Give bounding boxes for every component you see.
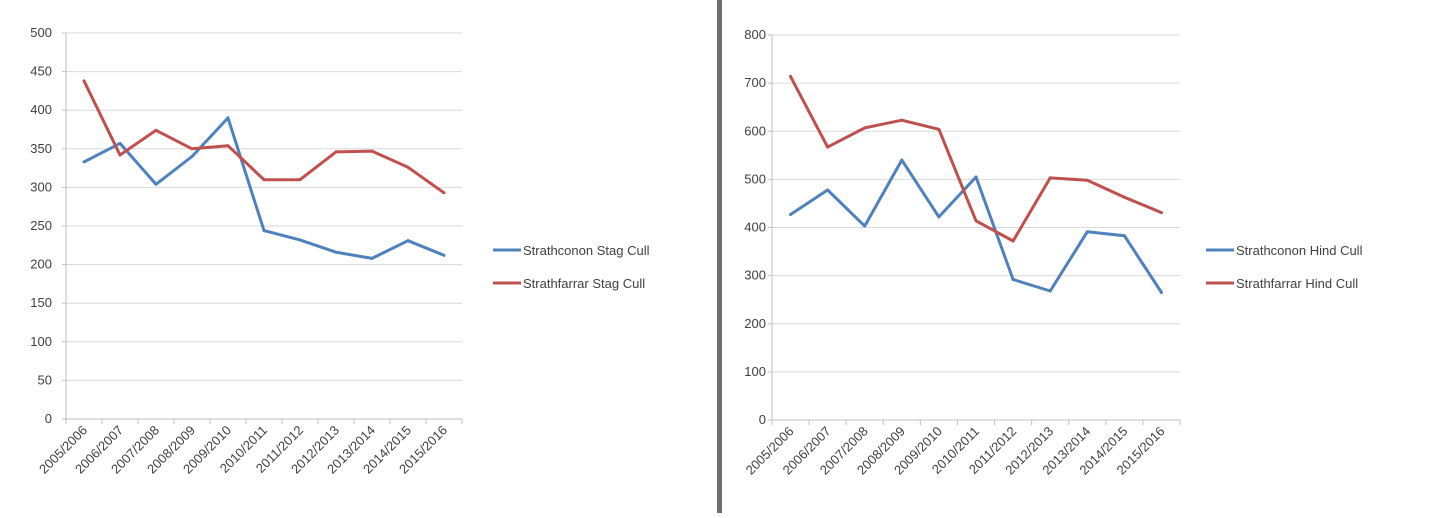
data-point <box>1048 176 1052 180</box>
data-point <box>937 127 941 131</box>
data-point <box>262 229 266 233</box>
data-point <box>334 250 338 254</box>
data-point <box>118 153 122 157</box>
data-point <box>900 118 904 122</box>
data-point <box>863 126 867 130</box>
y-tick-label: 200 <box>30 257 52 272</box>
stag-cull-chart-panel: 0 50 100 150 200 250 300 350 400 450 500 2005/2006 2… <box>0 0 717 513</box>
data-point <box>118 141 122 145</box>
data-point <box>406 165 410 169</box>
data-point <box>82 79 86 83</box>
data-point <box>334 150 338 154</box>
y-tick-label: 200 <box>744 316 766 331</box>
data-point <box>226 116 230 120</box>
data-point <box>1011 277 1015 281</box>
data-point <box>262 178 266 182</box>
y-tick-label: 150 <box>30 295 52 310</box>
data-point <box>826 188 830 192</box>
data-point <box>406 239 410 243</box>
y-tick-label: 100 <box>30 334 52 349</box>
data-point <box>154 182 158 186</box>
data-point <box>1159 211 1163 215</box>
y-tick-label: 100 <box>744 364 766 379</box>
y-tick-label: 800 <box>744 27 766 42</box>
data-point <box>298 178 302 182</box>
stag-cull-chart: 0501001502002503003504004505002005/20062… <box>30 25 650 477</box>
y-tick-label: 500 <box>744 171 766 186</box>
legend-label: Strathconon Stag Cull <box>523 243 650 258</box>
y-tick-label: 400 <box>744 220 766 235</box>
data-point <box>442 253 446 257</box>
y-tick-label: 350 <box>30 141 52 156</box>
series-line-1 <box>789 158 1163 294</box>
y-tick-label: 50 <box>38 372 52 387</box>
series-line-2 <box>82 80 445 195</box>
data-point <box>190 155 194 159</box>
y-tick-label: 250 <box>30 218 52 233</box>
data-point <box>1085 178 1089 182</box>
data-point <box>1159 290 1163 294</box>
data-point <box>900 158 904 162</box>
y-tick-label: 700 <box>744 75 766 90</box>
y-tick-label: 450 <box>30 64 52 79</box>
data-point <box>442 191 446 195</box>
y-tick-label: 500 <box>30 25 52 40</box>
legend-label: Strathfarrar Stag Cull <box>523 276 645 291</box>
data-point <box>226 144 230 148</box>
data-point <box>1048 289 1052 293</box>
data-point <box>1122 234 1126 238</box>
data-point <box>82 160 86 164</box>
series-line-1 <box>83 116 445 260</box>
data-point <box>154 128 158 132</box>
data-point <box>370 256 374 260</box>
data-point <box>863 224 867 228</box>
data-point <box>298 238 302 242</box>
data-point <box>937 215 941 219</box>
legend-label: Strathconon Hind Cull <box>1236 243 1363 258</box>
data-point <box>190 147 194 151</box>
data-point <box>974 219 978 223</box>
hind-cull-chart: 01002003004005006007008002005/20062006/2… <box>743 27 1363 478</box>
y-tick-label: 600 <box>744 123 766 138</box>
y-tick-label: 0 <box>759 412 766 427</box>
legend-label: Strathfarrar Hind Cull <box>1236 276 1358 291</box>
data-point <box>1011 239 1015 243</box>
data-point <box>789 213 793 217</box>
data-point <box>789 74 793 78</box>
y-tick-label: 300 <box>30 179 52 194</box>
data-point <box>370 149 374 153</box>
data-point <box>826 145 830 149</box>
data-point <box>974 175 978 179</box>
panel-divider <box>717 0 722 513</box>
series-line-2 <box>789 75 1163 243</box>
data-point <box>1085 230 1089 234</box>
y-tick-label: 400 <box>30 102 52 117</box>
data-point <box>1122 195 1126 199</box>
y-tick-label: 0 <box>45 411 52 426</box>
hind-cull-chart-panel: 0 100 200 300 400 500 600 700 800 2005/2006 2006/2… <box>722 0 1429 513</box>
y-tick-label: 300 <box>744 268 766 283</box>
